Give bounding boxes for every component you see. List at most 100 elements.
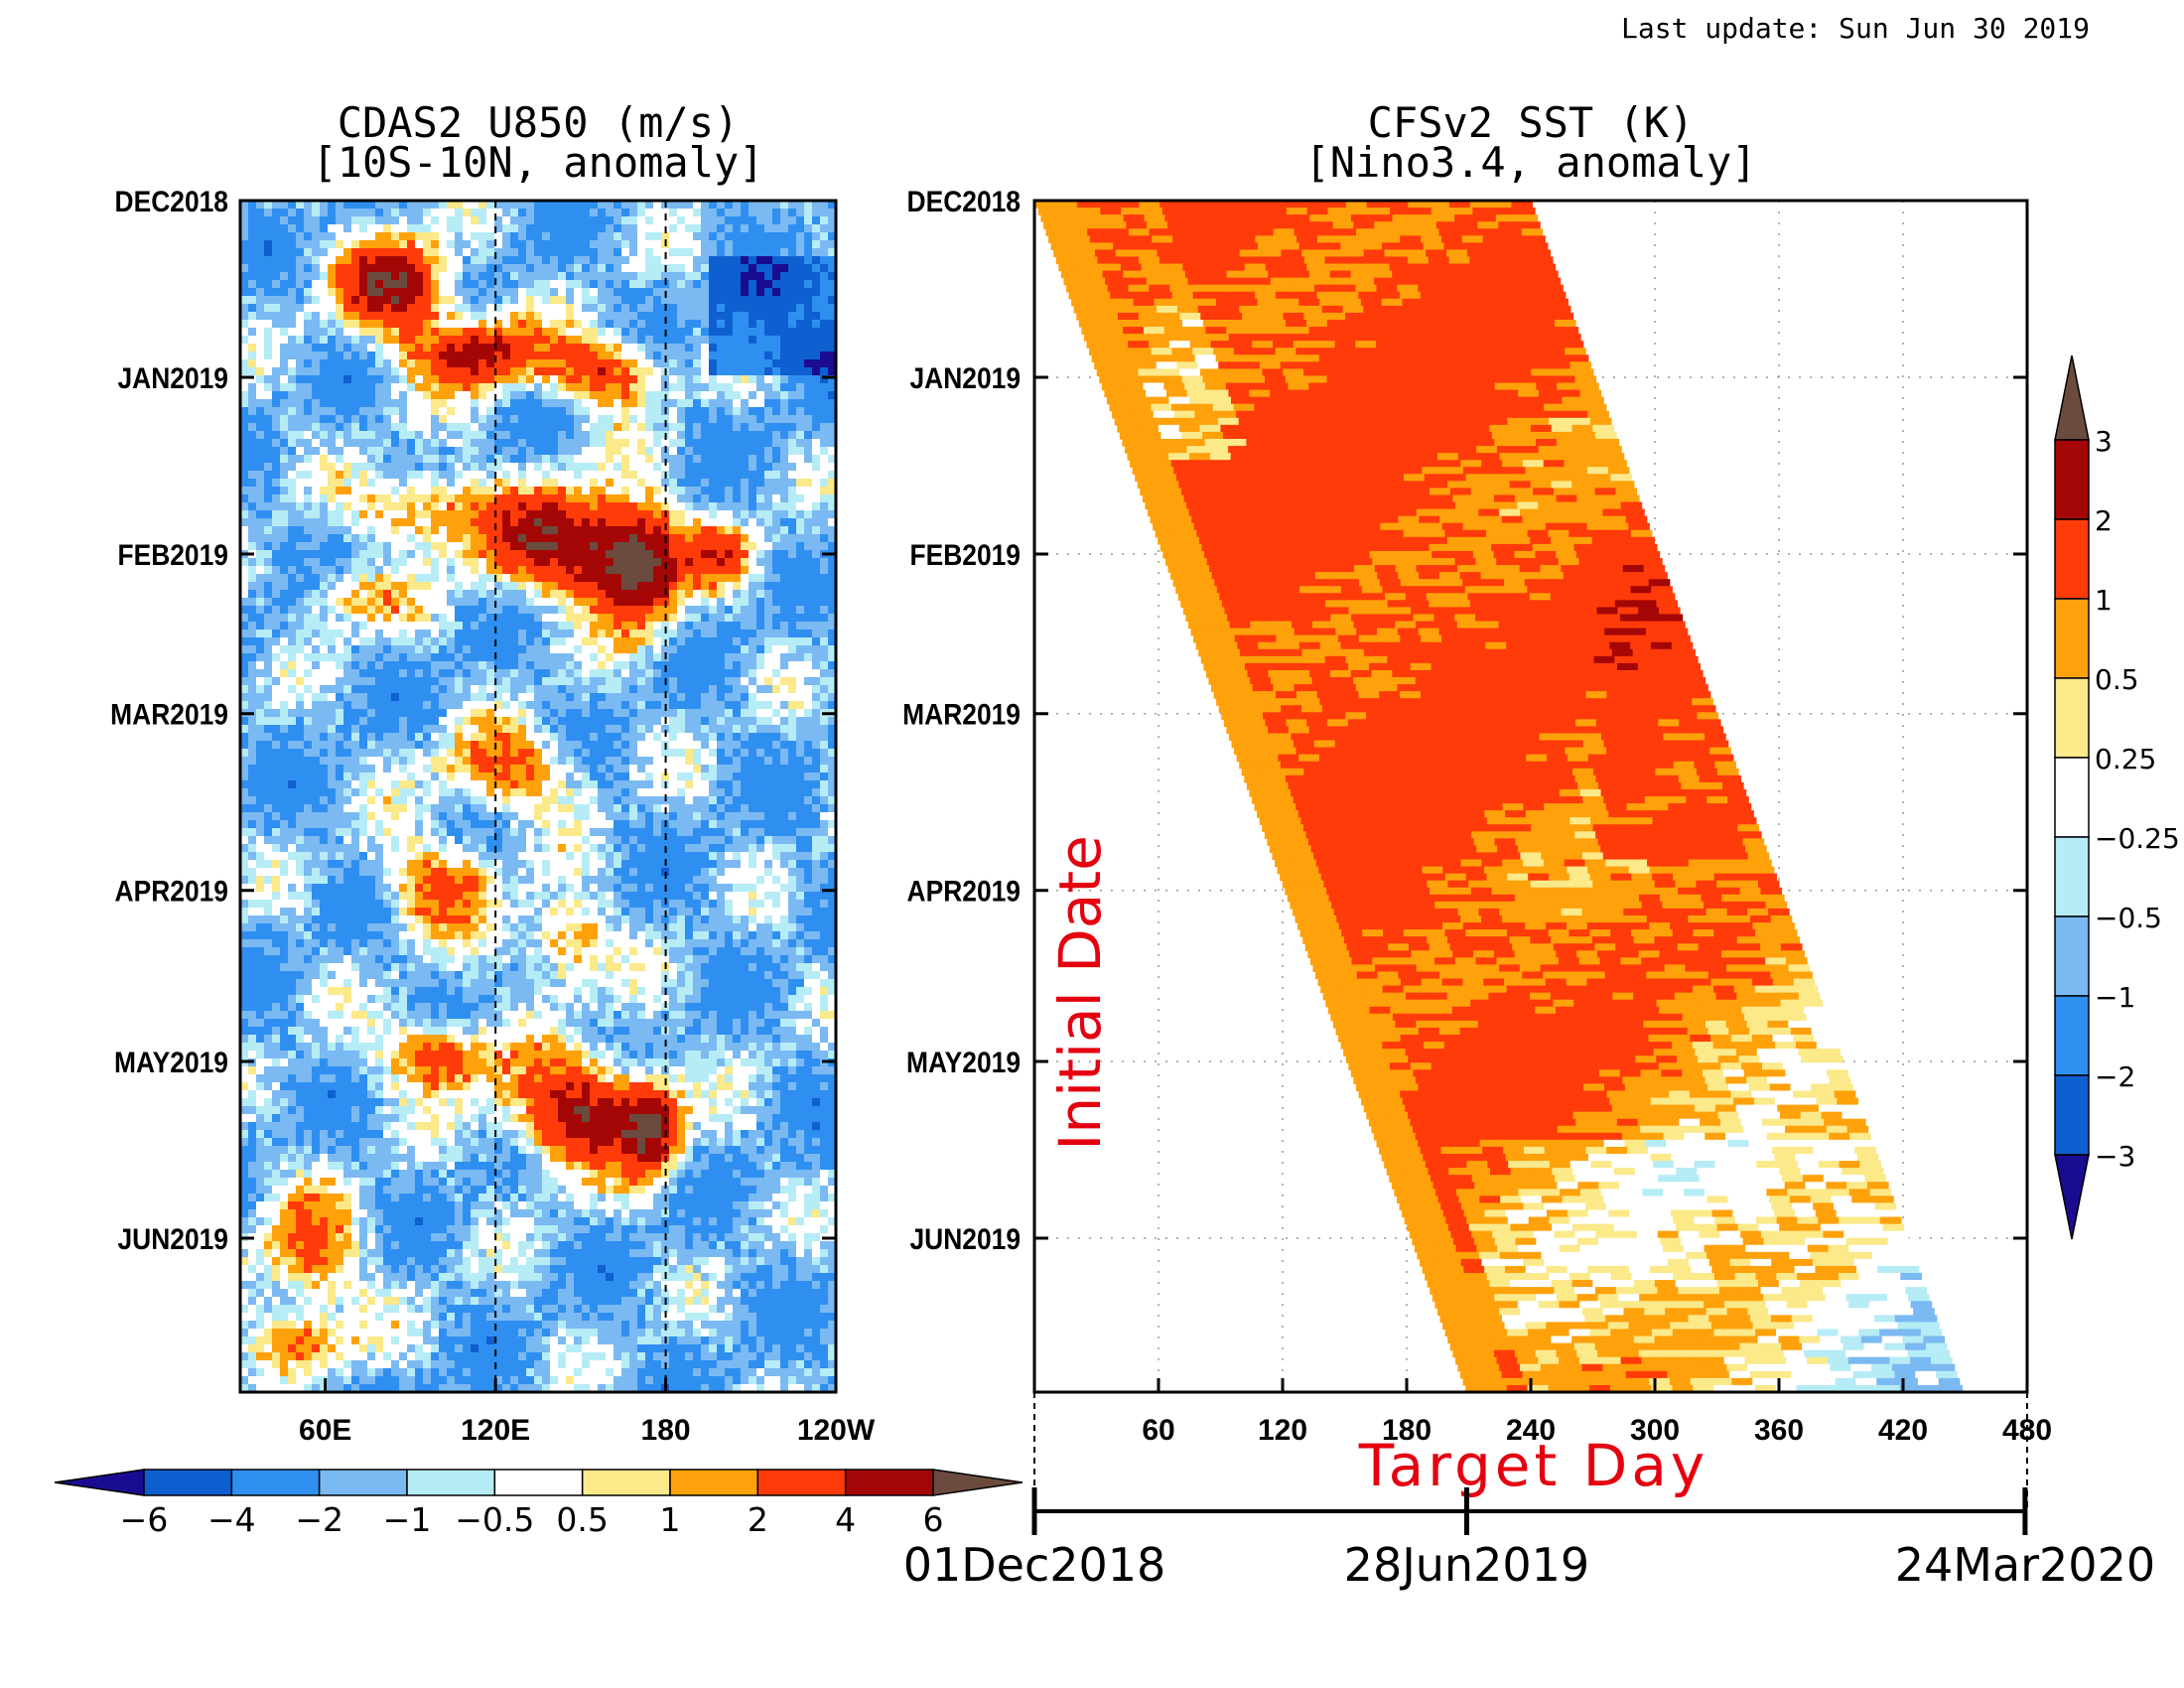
u850-cell — [804, 216, 813, 225]
u850-cell — [423, 510, 432, 519]
u850-cell — [351, 677, 360, 686]
u850-cell — [717, 431, 726, 440]
u850-cell — [510, 494, 519, 503]
u850-cell — [439, 558, 448, 567]
u850-cell — [701, 455, 710, 464]
u850-cell — [614, 296, 622, 305]
u850-cell — [240, 391, 249, 400]
u850-cell — [471, 606, 479, 615]
u850-cell — [439, 375, 448, 384]
u850-cell — [709, 423, 718, 432]
u850-cell — [240, 622, 249, 631]
u850-cell — [272, 550, 281, 559]
u850-cell — [463, 256, 472, 265]
u850-cell — [336, 487, 344, 495]
u850-cell — [471, 399, 479, 408]
u850-cell — [701, 407, 710, 416]
u850-cell — [375, 328, 384, 337]
u850-cell — [701, 272, 710, 281]
u850-cell — [725, 701, 734, 710]
u850-cell — [407, 344, 416, 352]
u850-cell — [478, 232, 487, 241]
u850-cell — [764, 447, 773, 456]
u850-cell — [391, 344, 400, 352]
u850-cell — [272, 510, 281, 519]
u850-cell — [399, 558, 408, 567]
u850-cell — [320, 645, 329, 654]
u850-cell — [756, 224, 765, 233]
u850-cell — [486, 669, 495, 678]
u850-cell — [725, 606, 734, 615]
u850-cell — [653, 669, 662, 678]
u850-cell — [606, 701, 614, 710]
u850-cell — [367, 407, 376, 416]
u850-cell — [741, 224, 750, 233]
u850-cell — [653, 487, 662, 495]
u850-cell — [478, 669, 487, 678]
u850-cell — [455, 614, 464, 623]
u850-cell — [756, 630, 765, 638]
u850-cell — [526, 407, 535, 416]
u850-cell — [566, 677, 575, 686]
u850-cell — [447, 582, 456, 591]
u850-cell — [304, 494, 313, 503]
u850-cell — [669, 502, 678, 511]
u850-cell — [399, 487, 408, 495]
u850-cell — [304, 272, 313, 281]
u850-cell — [534, 685, 543, 694]
u850-cell — [415, 709, 424, 718]
u850-cell — [256, 661, 265, 670]
u850-cell — [518, 423, 527, 432]
u850-cell — [645, 296, 654, 305]
u850-cell — [272, 415, 281, 424]
u850-cell — [653, 256, 662, 265]
u850-cell — [614, 264, 622, 273]
u850-cell — [820, 439, 829, 448]
u850-cell — [828, 224, 836, 233]
u850-cell — [709, 224, 718, 233]
u850-cell — [343, 574, 352, 583]
u850-cell — [812, 582, 821, 591]
u850-cell — [463, 637, 472, 646]
u850-cell — [534, 566, 543, 575]
u850-cell — [526, 614, 535, 623]
u850-cell — [502, 637, 511, 646]
u850-cell — [574, 566, 583, 575]
u850-cell — [272, 209, 281, 217]
u850-cell — [280, 479, 289, 488]
u850-cell — [772, 312, 781, 321]
u850-cell — [558, 312, 567, 321]
u850-cell — [383, 407, 392, 416]
u850-cell — [582, 296, 591, 305]
u850-cell — [304, 518, 313, 527]
u850-cell — [526, 320, 535, 329]
u850-cell — [550, 598, 559, 607]
u850-cell — [709, 614, 718, 623]
u850-cell — [463, 645, 472, 654]
u850-cell — [637, 574, 646, 583]
u850-cell — [256, 550, 265, 559]
u850-cell — [272, 598, 281, 607]
u850-cell — [693, 598, 702, 607]
u850-cell — [447, 391, 456, 400]
u850-cell — [447, 717, 456, 726]
u850-cell — [645, 248, 654, 257]
u850-cell — [240, 209, 249, 217]
u850-cell — [343, 637, 352, 646]
u850-cell — [574, 653, 583, 662]
u850-cell — [526, 542, 535, 551]
u850-cell — [606, 216, 614, 225]
u850-cell — [621, 431, 630, 440]
u850-cell — [733, 653, 742, 662]
u850-cell — [598, 328, 607, 337]
u850-cell — [749, 645, 757, 654]
u850-cell — [764, 431, 773, 440]
u850-cell — [693, 709, 702, 718]
u850-cell — [526, 209, 535, 217]
u850-cell — [780, 709, 789, 718]
u850-cell — [502, 375, 511, 384]
u850-cell — [629, 677, 638, 686]
u850-cell — [478, 677, 487, 686]
u850-cell — [383, 312, 392, 321]
u850-cell — [772, 383, 781, 392]
